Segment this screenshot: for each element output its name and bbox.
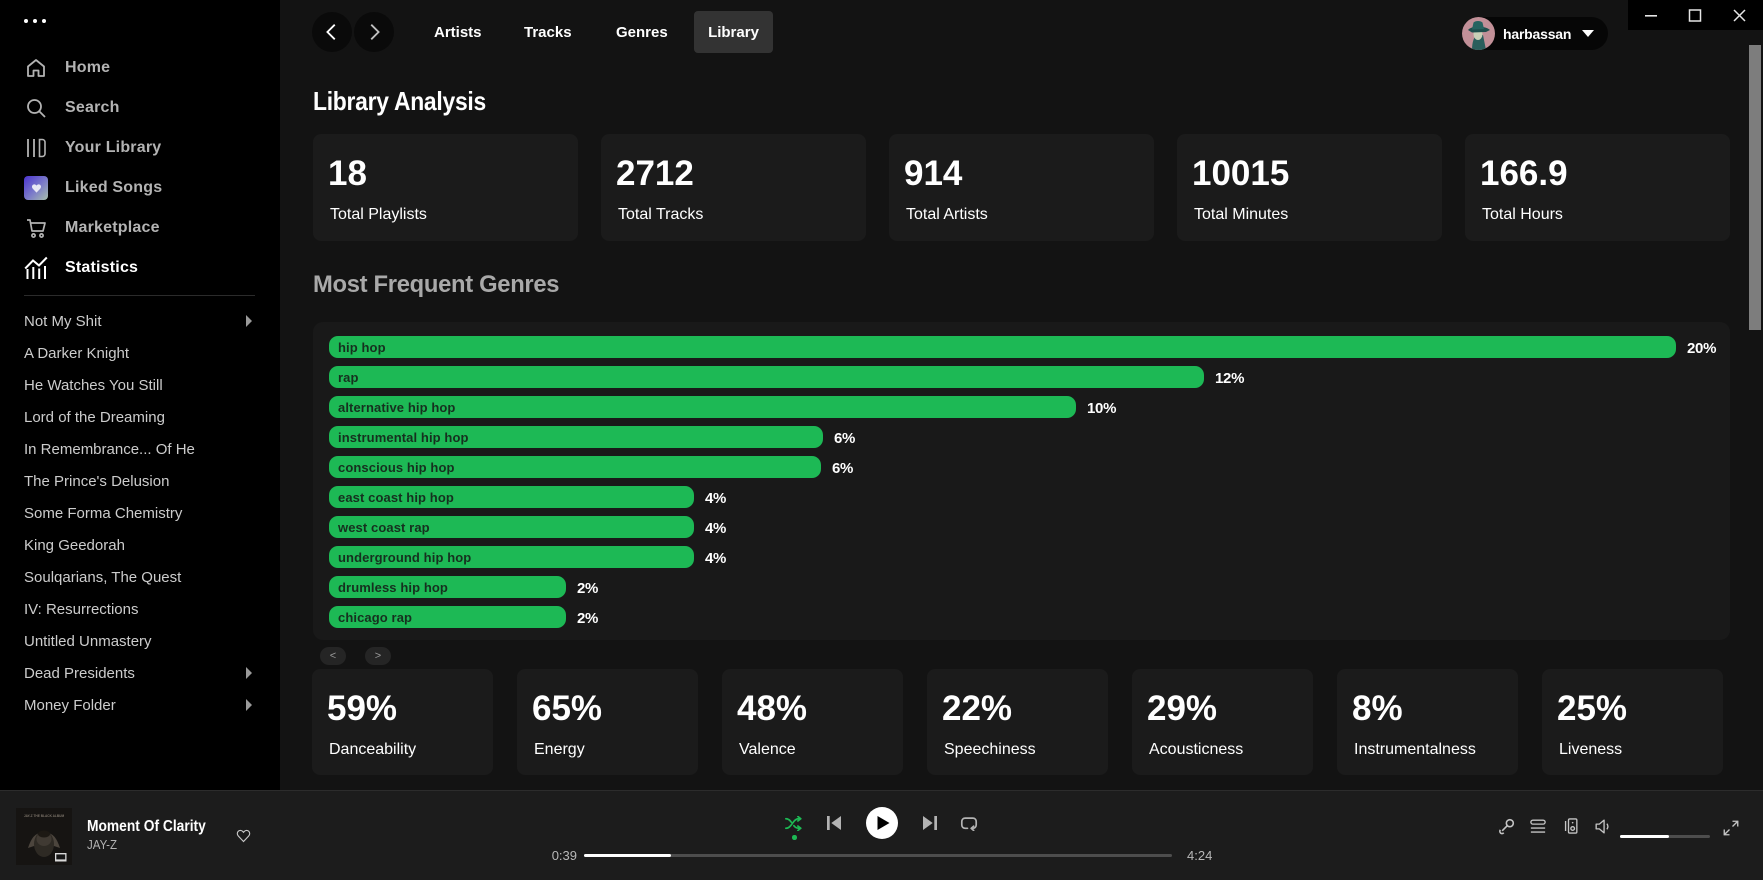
svg-text:JAY-Z THE BLACK ALBUM: JAY-Z THE BLACK ALBUM	[24, 814, 65, 818]
